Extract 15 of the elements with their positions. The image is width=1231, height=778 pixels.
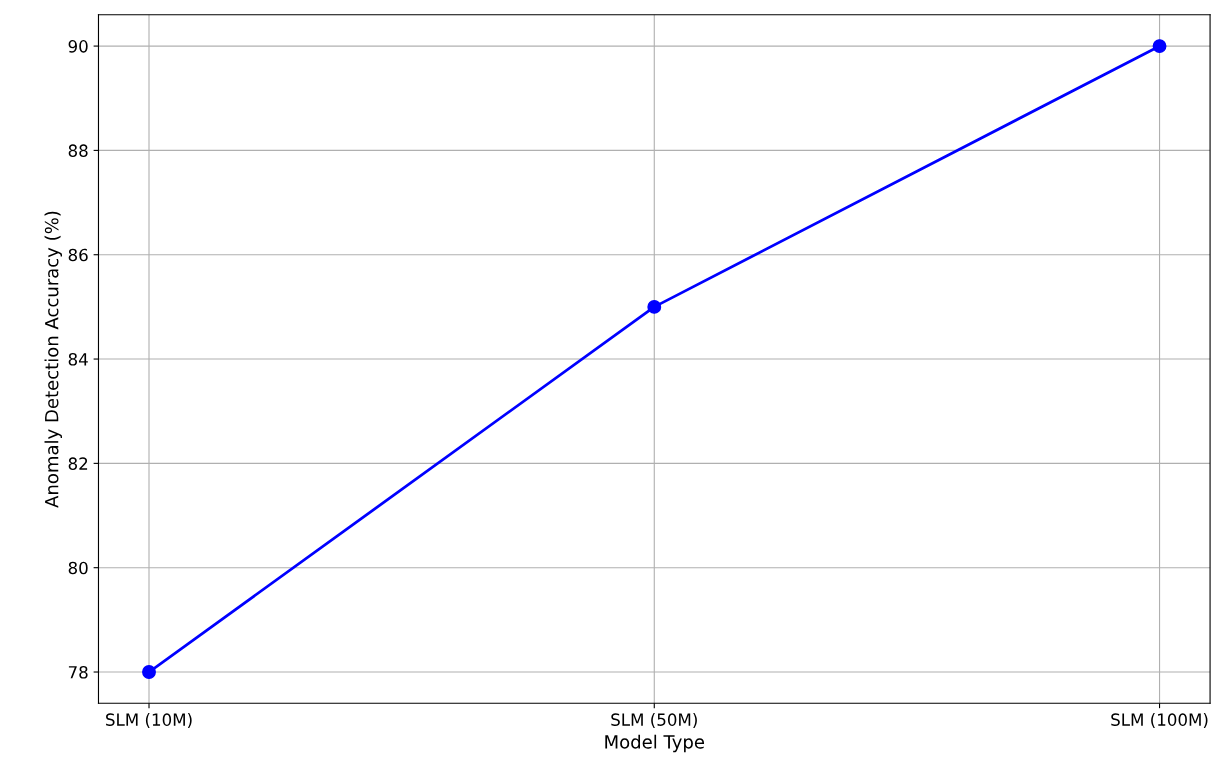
y-tick-label: 88	[68, 144, 88, 157]
x-tick-label: SLM (100M)	[1111, 713, 1208, 728]
y-tick-label: 90	[68, 40, 88, 53]
point	[647, 299, 662, 314]
y-tick-label: 80	[68, 561, 88, 575]
y-tick-label: 84	[68, 353, 88, 366]
point	[142, 665, 156, 679]
x-tick-label: SLM (50M)	[611, 713, 697, 728]
y-tick-label: 86	[68, 248, 88, 262]
y-tick-label: 78	[68, 665, 88, 679]
y-axis-title: Anomaly Detection Accuracy (%)	[44, 211, 62, 508]
point	[1152, 39, 1167, 54]
x-axis-title: Model Type	[605, 734, 705, 753]
y-tick-label: 82	[68, 457, 88, 470]
x-tick-label: SLM (10M)	[106, 713, 192, 728]
